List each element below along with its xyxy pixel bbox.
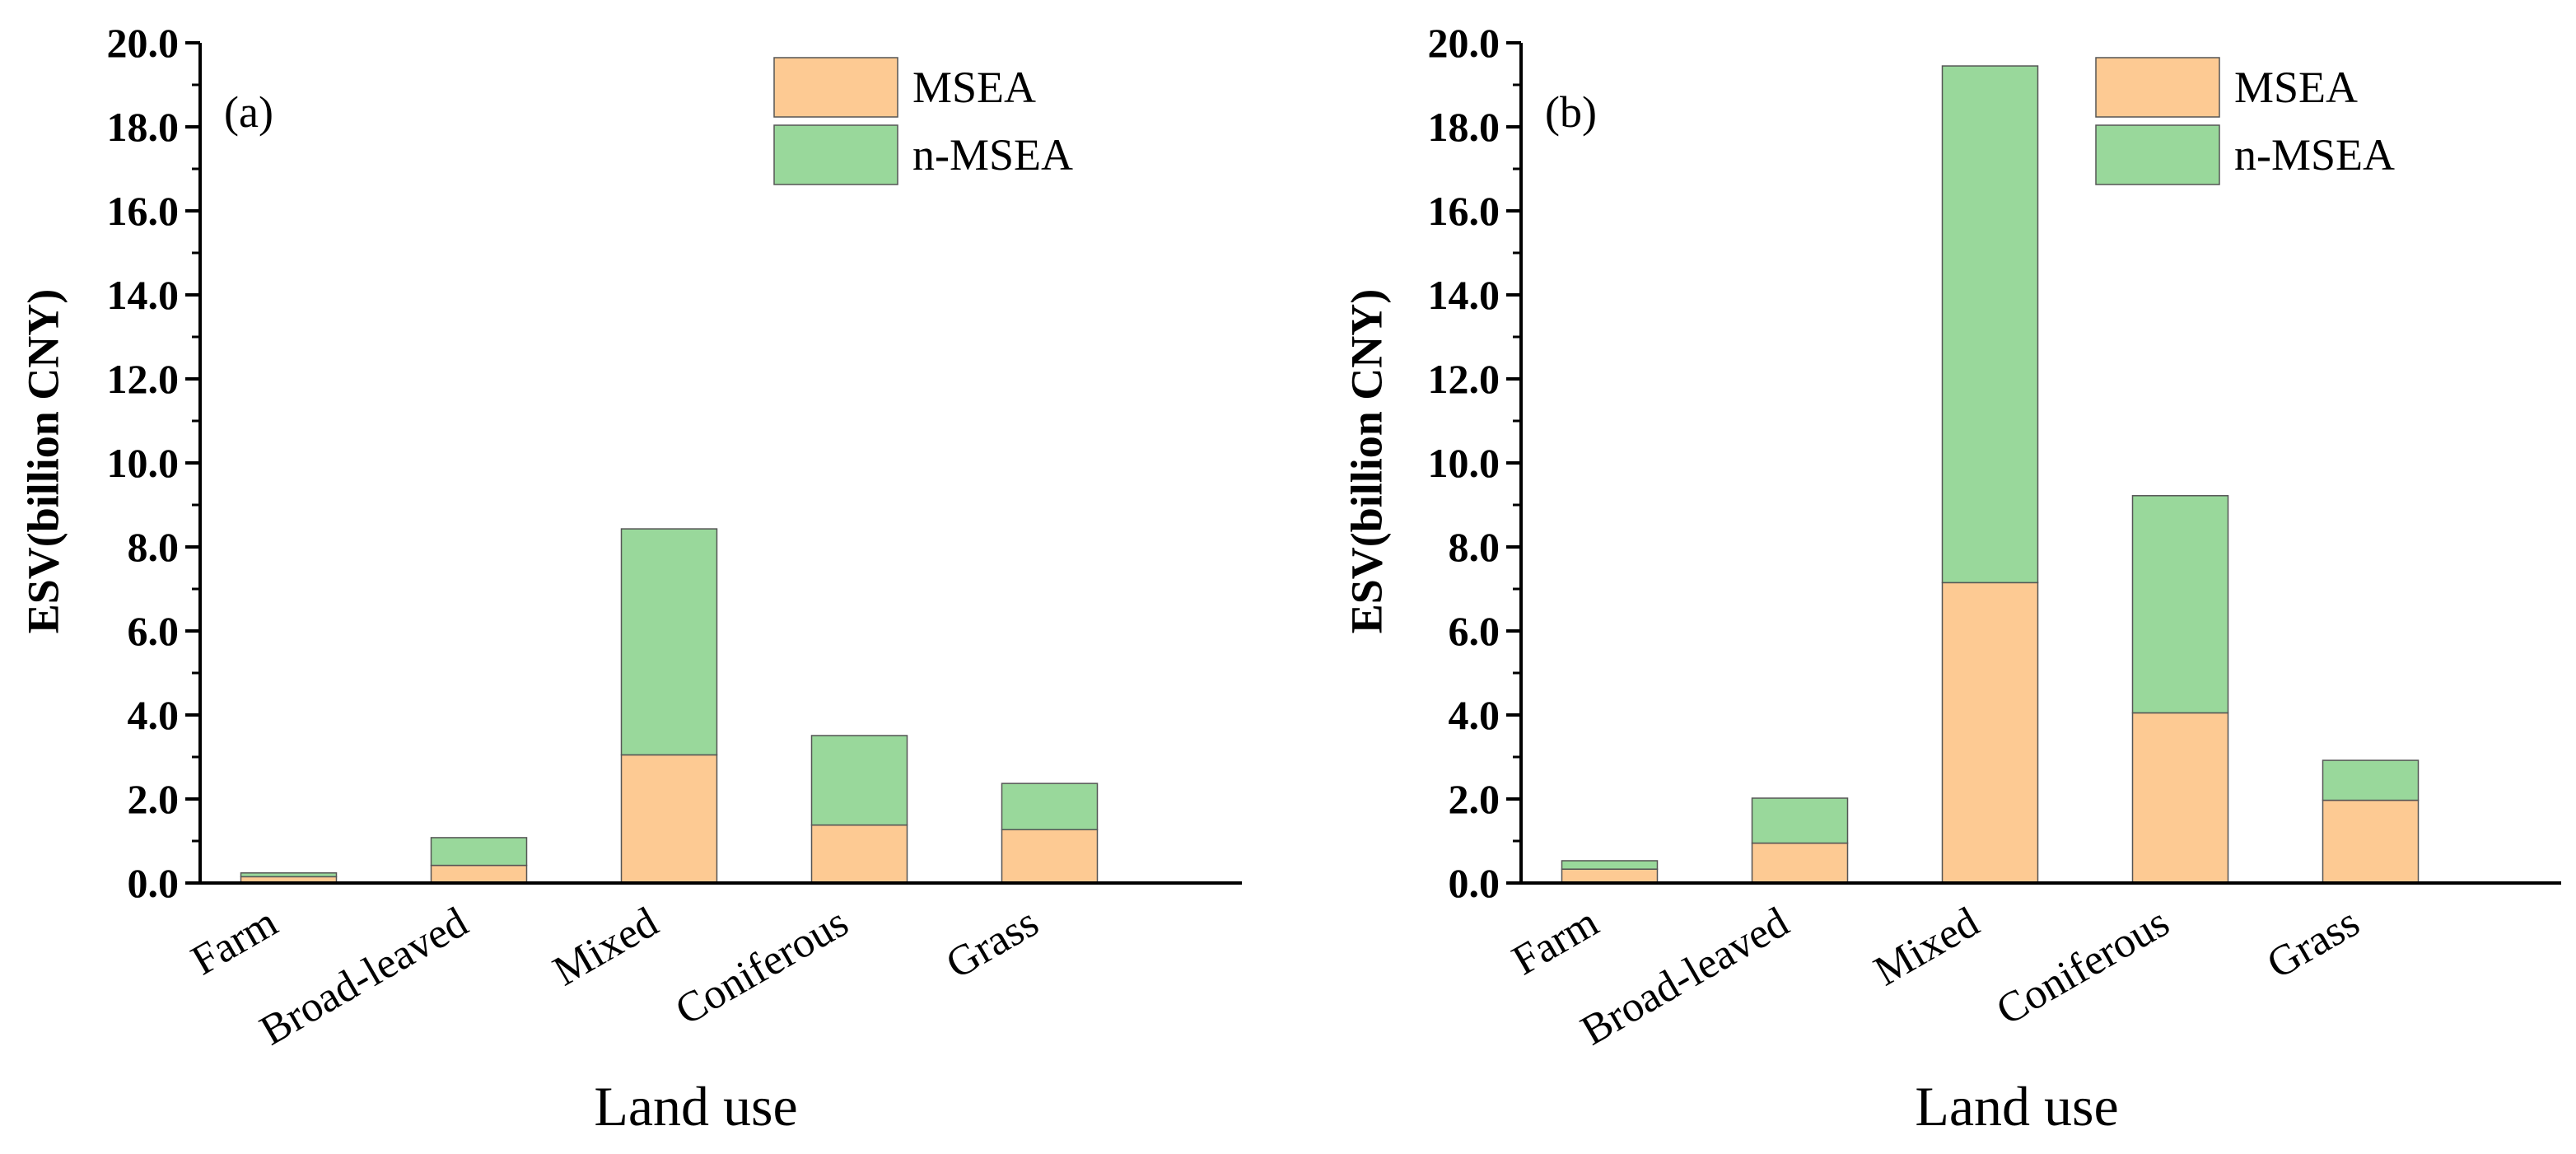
y-tick-label: 6.0 bbox=[1449, 608, 1500, 654]
y-tick-label: 0.0 bbox=[1449, 860, 1500, 906]
y-tick-label: 4.0 bbox=[128, 692, 180, 738]
panel-label: (a) bbox=[224, 87, 273, 137]
y-tick-label: 2.0 bbox=[1449, 776, 1500, 822]
bar-msea-grass bbox=[1001, 829, 1099, 884]
y-tick-label: 10.0 bbox=[107, 440, 180, 486]
x-tick-label: Mixed bbox=[545, 899, 665, 995]
legend-label-msea: MSEA bbox=[912, 63, 1036, 112]
bar-n-msea-coniferous bbox=[810, 735, 908, 826]
y-tick-label: 0.0 bbox=[128, 860, 180, 906]
y-tick-label: 14.0 bbox=[107, 272, 180, 318]
x-tick-label: Broad-leaved bbox=[252, 899, 475, 1054]
y-axis-title: ESV(billion CNY) bbox=[1342, 289, 1391, 634]
y-tick-label: 18.0 bbox=[1428, 104, 1500, 150]
legend-swatch-n-msea bbox=[2095, 124, 2220, 185]
bar-n-msea-mixed bbox=[620, 528, 718, 756]
bar-n-msea-broad-leaved bbox=[430, 837, 528, 867]
bar-msea-mixed bbox=[1941, 582, 2039, 884]
y-tick-label: 14.0 bbox=[1428, 272, 1500, 318]
y-tick-label: 16.0 bbox=[107, 188, 180, 234]
bar-n-msea-farm bbox=[1561, 860, 1659, 870]
x-tick-label: Mixed bbox=[1866, 899, 1986, 995]
y-tick-label: 4.0 bbox=[1449, 692, 1500, 738]
x-tick-label: Farm bbox=[1505, 899, 1607, 984]
bar-n-msea-farm bbox=[240, 872, 338, 878]
legend-label-n-msea: n-MSEA bbox=[2234, 130, 2395, 180]
x-tick-label: Broad-leaved bbox=[1573, 899, 1796, 1054]
bar-msea-grass bbox=[2322, 799, 2420, 884]
x-tick-label: Coniferous bbox=[1989, 899, 2177, 1035]
bar-msea-coniferous bbox=[2131, 712, 2229, 884]
y-tick-label: 20.0 bbox=[107, 20, 180, 66]
y-tick-label: 6.0 bbox=[128, 608, 180, 654]
y-tick-label: 2.0 bbox=[128, 776, 180, 822]
bar-msea-farm bbox=[1561, 868, 1659, 884]
bar-n-msea-broad-leaved bbox=[1751, 797, 1849, 844]
x-tick-label: Coniferous bbox=[668, 899, 856, 1035]
bar-msea-mixed bbox=[620, 754, 718, 884]
x-axis-title: Land use bbox=[594, 1075, 797, 1138]
x-tick-label: Farm bbox=[184, 899, 286, 984]
y-tick-label: 12.0 bbox=[1428, 356, 1500, 402]
y-tick-label: 10.0 bbox=[1428, 440, 1500, 486]
y-tick-label: 16.0 bbox=[1428, 188, 1500, 234]
y-tick-label: 12.0 bbox=[107, 356, 180, 402]
bar-n-msea-coniferous bbox=[2131, 495, 2229, 714]
bar-n-msea-grass bbox=[2322, 759, 2420, 801]
bar-n-msea-mixed bbox=[1941, 65, 2039, 584]
y-tick-label: 18.0 bbox=[107, 104, 180, 150]
legend-label-n-msea: n-MSEA bbox=[912, 130, 1073, 180]
y-tick-label: 8.0 bbox=[128, 524, 180, 570]
x-tick-label: Grass bbox=[938, 899, 1046, 988]
x-tick-label: Grass bbox=[2259, 899, 2367, 988]
bar-msea-coniferous bbox=[810, 824, 908, 884]
panel-label: (b) bbox=[1545, 87, 1597, 137]
bar-n-msea-grass bbox=[1001, 783, 1099, 830]
y-axis-title: ESV(billion CNY) bbox=[18, 289, 68, 634]
legend-label-msea: MSEA bbox=[2234, 63, 2358, 112]
y-tick-label: 20.0 bbox=[1428, 20, 1500, 66]
legend-swatch-n-msea bbox=[773, 124, 898, 185]
x-axis-title: Land use bbox=[1915, 1075, 2118, 1138]
bar-msea-broad-leaved bbox=[430, 864, 528, 884]
legend-swatch-msea bbox=[773, 57, 898, 118]
y-tick-label: 8.0 bbox=[1449, 524, 1500, 570]
legend-swatch-msea bbox=[2095, 57, 2220, 118]
bar-msea-broad-leaved bbox=[1751, 842, 1849, 884]
